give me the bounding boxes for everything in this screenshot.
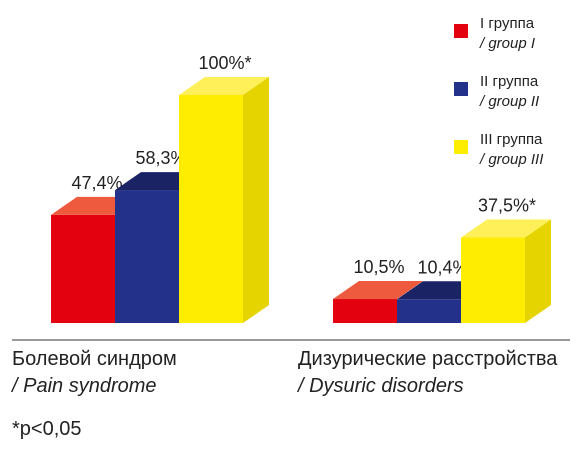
footnote: *p<0,05 (12, 418, 82, 440)
data-label: 100%* (198, 53, 251, 73)
legend-swatch-group-3 (454, 140, 468, 154)
legend-label-ru: III группа (480, 131, 543, 148)
data-label: 47,4% (71, 173, 122, 193)
data-label: 10,5% (353, 257, 404, 277)
bar-front (115, 190, 179, 323)
bar-side (243, 77, 269, 323)
data-label: 58,3% (135, 148, 186, 168)
category-label-pain: Болевой синдром / Pain syndrome (12, 346, 177, 400)
data-label: 10,4% (417, 257, 468, 277)
category-label-pain-en: / Pain syndrome (12, 375, 157, 397)
bar-front (461, 237, 525, 323)
bar-front (397, 299, 461, 323)
legend-swatch-group-2 (454, 82, 468, 96)
bar-side (525, 219, 551, 323)
bar-top (179, 77, 269, 95)
data-label: 37,5%* (478, 196, 536, 216)
legend-label-ru: II группа (480, 73, 539, 90)
bar-front (333, 299, 397, 323)
legend-text-group-3: III группа / group III (480, 130, 543, 170)
category-label-dysuric-en: / Dysuric disorders (298, 375, 464, 397)
legend-label-en: / group II (480, 93, 540, 110)
legend-label-ru: I группа (480, 15, 535, 32)
category-label-dysuric: Дизурические расстройства / Dysuric diso… (298, 346, 557, 400)
legend-text-group-1: I группа / group I (480, 14, 535, 54)
legend-label-en: / group I (480, 35, 536, 52)
bar-top (333, 281, 423, 300)
category-label-dysuric-ru: Дизурические расстройства (298, 348, 558, 370)
legend-label-en: / group III (480, 151, 544, 168)
bar-front (51, 214, 115, 323)
bar-front (179, 95, 243, 323)
legend-text-group-2: II группа / group II (480, 72, 539, 112)
category-label-pain-ru: Болевой синдром (12, 348, 177, 370)
bar-top (461, 219, 551, 238)
legend-swatch-group-1 (454, 24, 468, 38)
